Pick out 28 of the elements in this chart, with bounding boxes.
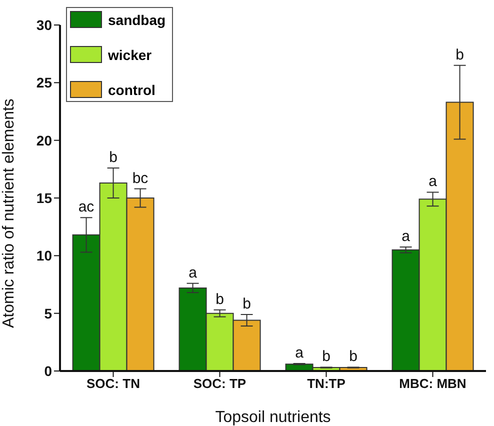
y-tick-label: 0 [44,362,52,379]
data-label: ac [78,198,95,216]
data-label: a [428,173,438,190]
x-tick-label: MBC: MBN [399,376,466,392]
data-label: b [216,290,224,308]
data-label: bc [132,170,149,187]
legend-label: control [108,82,156,98]
y-tick-label: 5 [44,305,52,322]
y-tick-label: 30 [36,16,52,33]
x-tick-label: SOC: TN [86,376,140,392]
data-label: a [188,264,198,282]
data-label: b [456,46,464,64]
x-tick-label: TN:TP [307,376,346,392]
data-label: b [109,149,118,166]
data-label: b [349,348,358,366]
data-label: a [295,344,304,362]
y-tick-label: 25 [36,74,52,91]
legend-label: wicker [108,46,152,62]
x-tick-label: SOC: TP [193,376,246,392]
data-label: b [242,295,251,312]
y-tick-label: 10 [36,248,52,264]
y-tick-label: 15 [36,190,52,206]
legend-label: sandbag [108,12,166,28]
x-axis-title: Topsoil nutrients [215,409,331,426]
data-label: b [322,348,330,366]
y-tick-label: 20 [36,132,52,148]
data-label: a [402,228,411,246]
y-axis-title: Atomic ratio of nutrient elements [0,98,18,328]
